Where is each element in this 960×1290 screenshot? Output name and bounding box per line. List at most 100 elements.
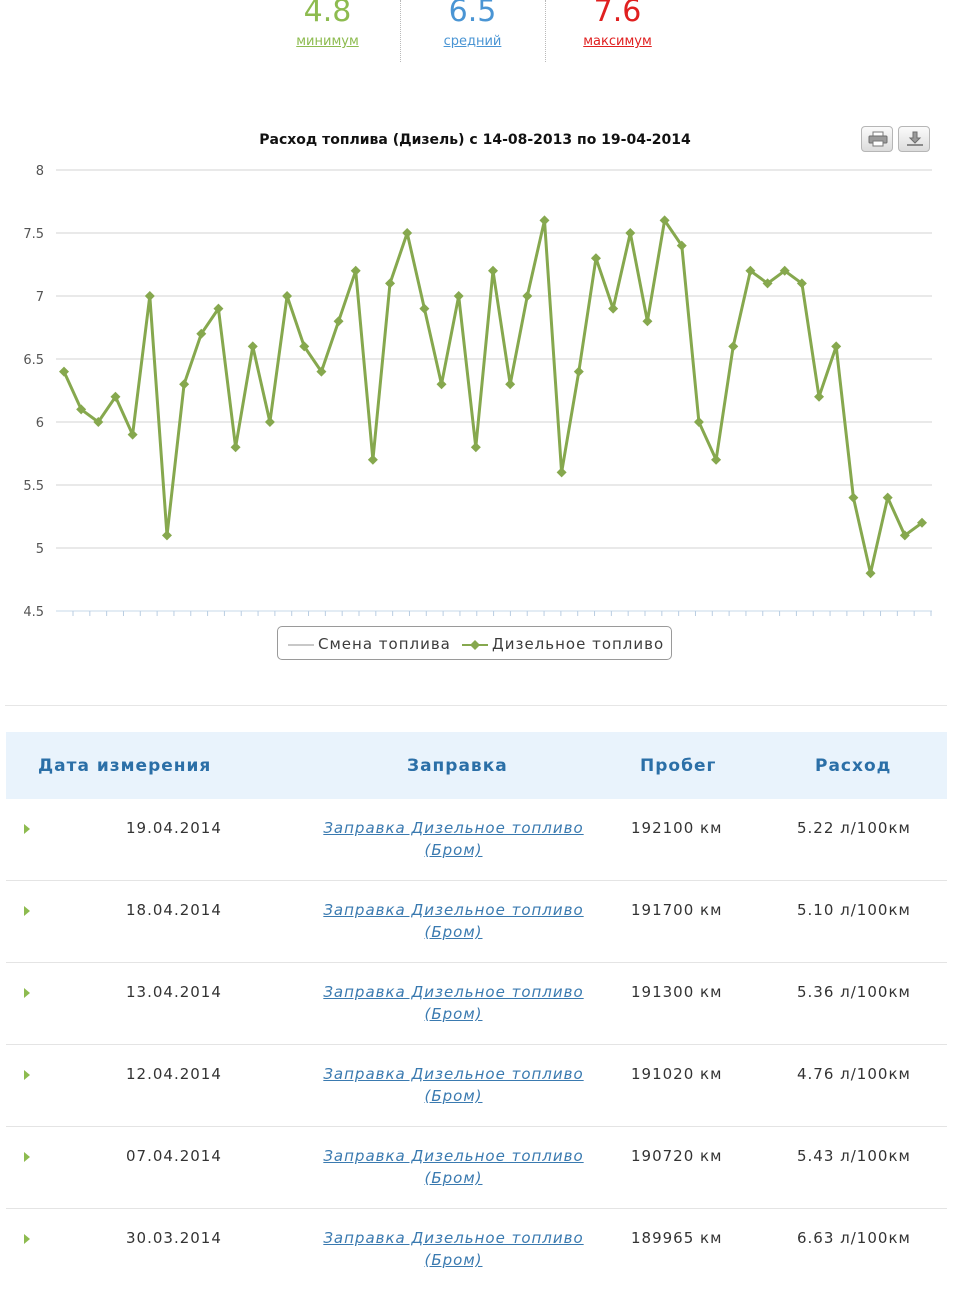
row-consumption: 5.36 л/100км [797,983,911,1001]
data-point[interactable] [127,429,138,440]
expand-row-arrow-icon[interactable] [24,1152,30,1162]
column-header-consumption[interactable]: Расход [815,756,892,776]
row-refuel-link[interactable]: Заправка Дизельное топливо (Бром) [321,899,586,943]
expand-row-arrow-icon[interactable] [24,1234,30,1244]
y-tick-label: 4.5 [23,605,44,620]
row-mileage: 191020 км [631,1065,723,1083]
row-refuel-link[interactable]: Заправка Дизельное топливо (Бром) [321,1145,586,1189]
data-point[interactable] [865,568,876,579]
legend-item-diesel[interactable]: Дизельное топливо [462,635,664,653]
data-point[interactable] [590,253,601,264]
data-point[interactable] [848,492,859,503]
expand-row-arrow-icon[interactable] [24,988,30,998]
data-point[interactable] [676,240,687,251]
data-point[interactable] [282,291,293,301]
data-point[interactable] [608,303,619,314]
data-point[interactable] [333,316,344,327]
data-point[interactable] [230,442,241,453]
chart-title: Расход топлива (Дизель) с 14-08-2013 по … [259,132,691,148]
data-point[interactable] [93,417,104,427]
refuel-link-line2: (Бром) [424,841,483,859]
row-date: 19.04.2014 [126,819,222,837]
data-point[interactable] [402,228,413,238]
data-point[interactable] [367,454,378,465]
table-row: 30.03.2014 Заправка Дизельное топливо (Бро… [6,1209,947,1290]
data-point[interactable] [247,341,258,352]
table-row: 13.04.2014 Заправка Дизельное топливо (Бро… [6,963,947,1045]
stat-average-value: 6.5 [448,0,497,29]
data-point[interactable] [436,379,447,390]
fuel-consumption-chart: 4.5 5 5.5 6 6.5 7 7.5 8 Расход топлива (Дизель)… [0,118,960,678]
y-tick-label: 6 [36,416,44,431]
stat-maximum-value: 7.6 [593,0,642,29]
legend-diamond-line-icon [462,639,488,650]
data-point[interactable] [196,328,207,339]
data-point[interactable] [488,265,498,276]
stat-maximum-link[interactable]: максимум [583,34,652,49]
data-point[interactable] [573,366,584,377]
data-point[interactable] [505,379,516,390]
row-refuel-link[interactable]: Заправка Дизельное топливо (Бром) [321,1063,586,1107]
chart-print-button[interactable] [861,126,893,152]
refuel-link-line2: (Бром) [424,1169,483,1187]
row-refuel-link[interactable]: Заправка Дизельное топливо (Бром) [321,817,586,861]
expand-row-arrow-icon[interactable] [24,824,30,834]
data-point[interactable] [161,530,172,541]
refuel-link-line1: Заправка Дизельное топливо [323,983,584,1001]
data-point[interactable] [745,265,756,276]
data-point[interactable] [316,366,327,377]
data-point[interactable] [728,341,739,352]
data-point[interactable] [711,454,722,465]
expand-row-arrow-icon[interactable] [24,1070,30,1080]
data-point[interactable] [144,291,155,301]
data-point[interactable] [659,215,670,226]
data-point[interactable] [762,278,773,289]
y-tick-label: 8 [36,164,44,179]
row-date: 12.04.2014 [126,1065,222,1083]
row-refuel-link[interactable]: Заправка Дизельное топливо (Бром) [321,1227,586,1271]
data-point[interactable] [213,303,224,314]
data-point[interactable] [299,341,310,352]
data-point[interactable] [556,467,567,478]
chart-legend: Смена топлива Дизельное топливо [277,626,672,660]
expand-row-arrow-icon[interactable] [24,906,30,916]
chart-download-button[interactable] [898,126,930,152]
data-point[interactable] [882,492,893,503]
data-point[interactable] [899,530,910,541]
data-point[interactable] [453,291,464,301]
data-point[interactable] [419,303,430,314]
data-point[interactable] [625,228,636,238]
column-header-refuel[interactable]: Заправка [407,756,508,776]
y-tick-label: 5 [36,542,44,557]
legend-item-fuel-change[interactable]: Смена топлива [288,635,451,653]
stat-minimum: 4.8 минимум [255,0,400,49]
refuel-link-line1: Заправка Дизельное топливо [323,819,584,837]
row-mileage: 191700 км [631,901,723,919]
data-point[interactable] [693,417,704,427]
data-point[interactable] [110,391,121,402]
data-point[interactable] [470,442,481,453]
data-point[interactable] [831,341,842,352]
data-point[interactable] [796,278,807,289]
data-point[interactable] [385,278,396,289]
stat-average-link[interactable]: средний [443,34,502,49]
column-header-mileage[interactable]: Пробег [640,756,717,776]
data-point[interactable] [522,291,533,301]
data-point[interactable] [264,417,275,427]
table-row: 19.04.2014 Заправка Дизельное топливо (Бро… [6,799,947,881]
data-point[interactable] [59,366,69,377]
data-point[interactable] [76,404,87,415]
row-refuel-link[interactable]: Заправка Дизельное топливо (Бром) [321,981,586,1025]
data-point[interactable] [917,517,927,528]
column-header-date[interactable]: Дата измерения [38,756,212,776]
refuel-link-line1: Заправка Дизельное топливо [323,1065,584,1083]
row-mileage: 191300 км [631,983,723,1001]
row-consumption: 5.10 л/100км [797,901,911,919]
data-point[interactable] [642,316,653,327]
data-point[interactable] [779,265,790,276]
data-point[interactable] [814,391,825,402]
data-point[interactable] [350,265,361,276]
data-point[interactable] [539,215,550,226]
data-point[interactable] [179,379,190,390]
stat-minimum-link[interactable]: минимум [296,34,359,49]
